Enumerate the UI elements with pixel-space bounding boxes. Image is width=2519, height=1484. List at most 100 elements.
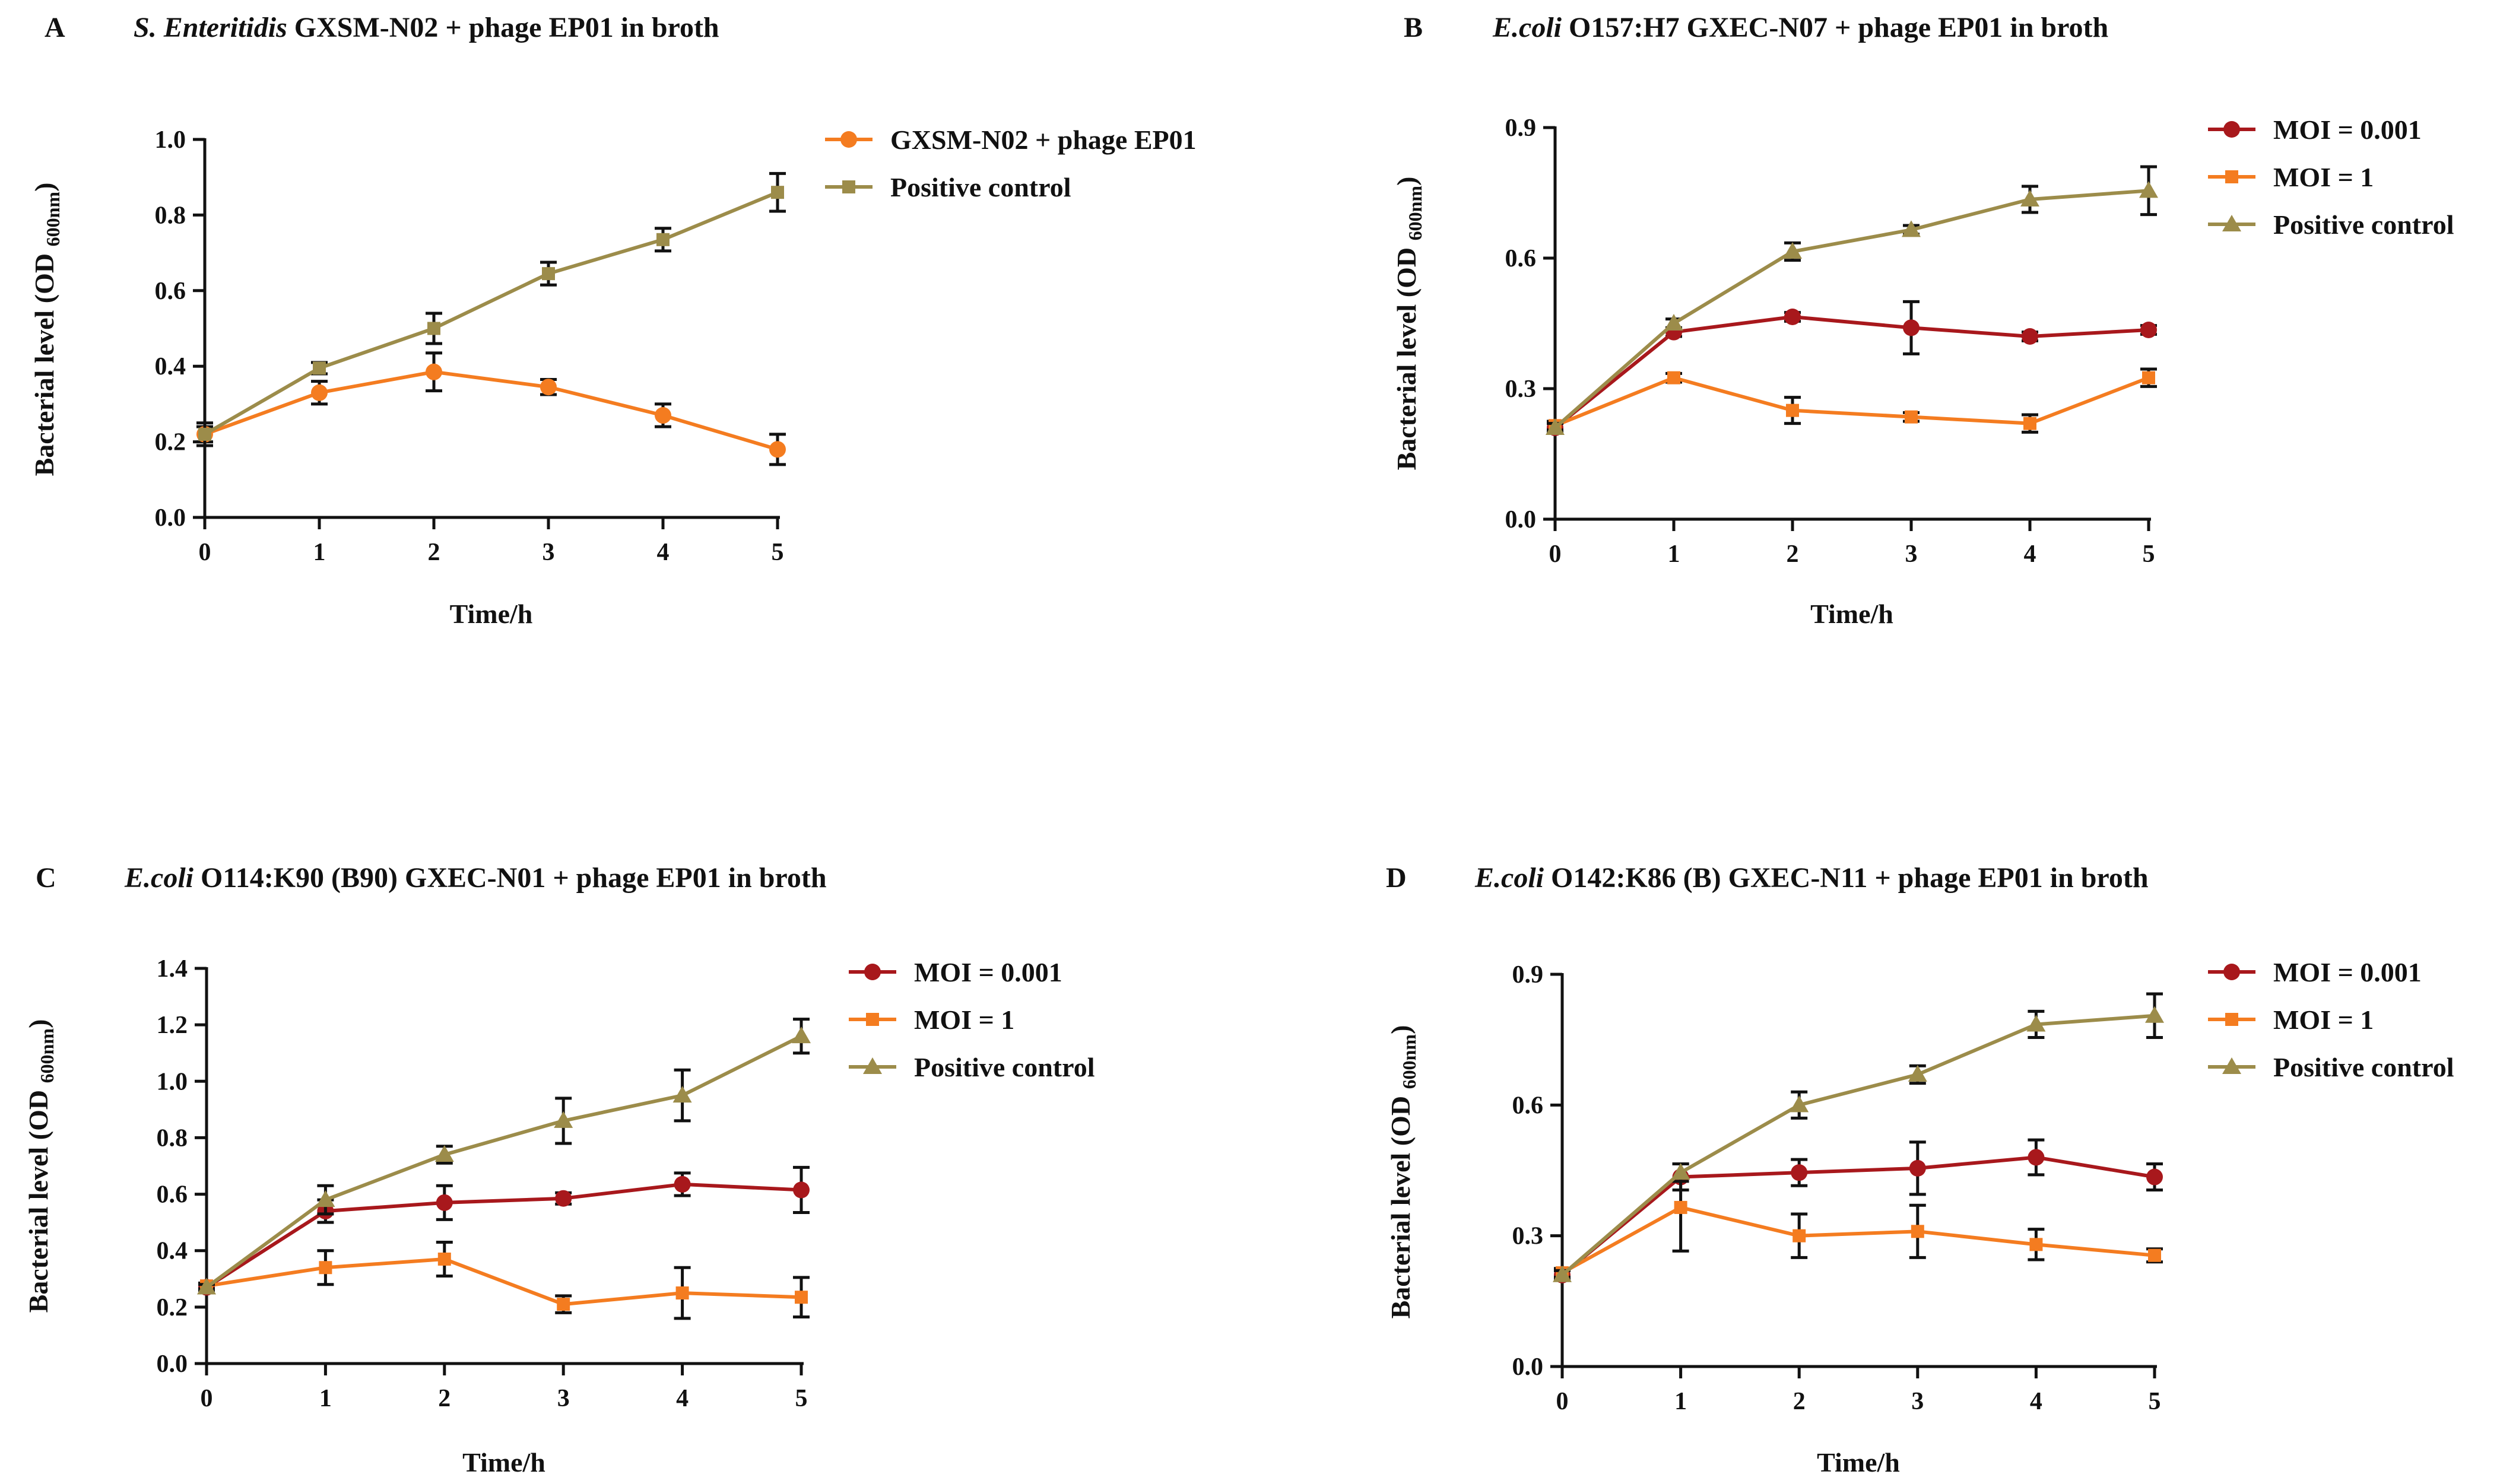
panel-b: B E.coli O157:H7 GXEC-N07 + phage EP01 in…: [1391, 12, 2454, 629]
panel-a: A S. Enteritidis GXSM-N02 + phage EP01 in…: [29, 12, 1197, 629]
panel-d-y-tick-label: 0.9: [1512, 961, 1544, 989]
panel-d-data-point: [2026, 1015, 2046, 1032]
panel-c-x-tick-label: 4: [676, 1385, 689, 1412]
panel-a-title-text: GXSM-N02 + phage EP01 in broth: [287, 12, 719, 43]
panel-a-y-tick-label: 0.0: [155, 504, 186, 532]
panel-d-y-tick-label: 0.6: [1512, 1092, 1544, 1119]
panel-d-y-tick-label: 0.3: [1512, 1223, 1544, 1250]
panel-a-x-tick-label: 5: [772, 539, 784, 566]
panel-c-data-point: [555, 1190, 572, 1207]
panel-c-legend-label: MOI = 0.001: [914, 957, 1062, 987]
panel-b-x-tick-label: 5: [2143, 541, 2155, 568]
panel-c-series-line: [205, 1034, 802, 1289]
panel-b-data-point: [2023, 417, 2036, 430]
panel-c-x-tick-label: 0: [201, 1385, 213, 1412]
panel-a-data-point: [655, 407, 671, 424]
panel-d-data-point: [2145, 1006, 2164, 1023]
panel-a-y-tick-label: 0.4: [155, 353, 186, 380]
panel-b-series-line: [1554, 315, 2149, 430]
panel-c-y-axis-label-sub: 600nm: [36, 1028, 58, 1083]
panel-b-legend-label: MOI = 1: [2273, 162, 2374, 192]
panel-d-data-point: [1909, 1159, 1926, 1177]
panel-d-x-tick-label: 1: [1674, 1388, 1687, 1415]
panel-a-data-point: [311, 384, 328, 401]
panel-c-x-tick-label: 2: [438, 1385, 450, 1412]
panel-a-data-point: [542, 267, 555, 281]
panel-a-series-2: [196, 171, 786, 447]
panel-a-data-point: [426, 363, 442, 380]
panel-c-data-point: [675, 1286, 689, 1300]
panel-c-series-2: [198, 1240, 810, 1320]
panel-d-data-point: [1908, 1064, 1927, 1082]
panel-a-title-species: S. Enteritidis: [134, 12, 287, 43]
panel-c-y-tick-label: 0.4: [157, 1238, 188, 1265]
panel-b-data-point: [2020, 190, 2039, 206]
panel-c-title-text: O114:K90 (B90) GXEC-N01 + phage EP01 in …: [193, 862, 827, 894]
panel-d-title-text: O142:K86 (B) GXEC-N11 + phage EP01 in br…: [1544, 862, 2149, 894]
panel-a-x-tick-label: 4: [657, 539, 670, 566]
panel-c-data-point: [672, 1086, 692, 1103]
panel-b-data-point: [2022, 328, 2038, 345]
panel-d-x-tick-label: 0: [1556, 1388, 1569, 1415]
panel-c-title-species: E.coli: [124, 862, 194, 894]
panel-c-data-point: [434, 1145, 454, 1162]
panel-a-y-axis-label-main: Bacterial level (OD: [29, 246, 59, 476]
panel-d-legend-label: MOI = 0.001: [2273, 957, 2422, 987]
panel-c-data-point: [554, 1111, 573, 1128]
panel-d-data-point: [2148, 1248, 2161, 1262]
panel-b-x-tick-label: 2: [1787, 541, 1799, 568]
panel-b-title: E.coli O157:H7 GXEC-N07 + phage EP01 in …: [1492, 12, 2108, 43]
panel-a-series-line: [204, 370, 778, 452]
panel-b-legend-label: Positive control: [2273, 209, 2454, 240]
panel-c-data-point: [795, 1291, 808, 1304]
panel-d-title: E.coli O142:K86 (B) GXEC-N11 + phage EP0…: [1474, 862, 2149, 894]
panel-c-data-point: [437, 1252, 451, 1266]
panel-c-x-tick-label: 3: [557, 1385, 570, 1412]
panel-c-legend-marker: [864, 964, 881, 980]
panel-a-x-axis-label: Time/h: [450, 599, 533, 629]
panel-a-letter: A: [45, 12, 65, 43]
panel-b-series-1: [1547, 300, 2157, 436]
panel-d-x-axis-label: Time/h: [1817, 1447, 1900, 1477]
panel-c-legend-marker: [866, 1013, 879, 1026]
panel-b-data-point: [1783, 242, 1802, 259]
panel-b-y-axis-label-main: Bacterial level (OD: [1391, 240, 1422, 470]
panel-d-legend-marker: [2225, 1013, 2238, 1026]
panel-a-data-point: [769, 441, 786, 458]
panel-d-data-point: [1911, 1225, 1924, 1238]
panel-d-y-axis-label-main: Bacterial level (OD: [1385, 1089, 1416, 1318]
panel-d-series-2: [1554, 1162, 2163, 1280]
panel-a-x-tick-label: 0: [199, 539, 211, 566]
panel-c-y-tick-label: 0.0: [157, 1350, 188, 1378]
panel-d-title-species: E.coli: [1474, 862, 1544, 894]
panel-d-legend-marker: [2223, 964, 2240, 980]
panel-d: D E.coli O142:K86 (B) GXEC-N11 + phage EP…: [1385, 862, 2454, 1477]
panel-a-y-axis-label-close: ): [29, 183, 59, 192]
panel-b-legend-label: MOI = 0.001: [2273, 115, 2422, 145]
panel-a-legend-marker: [842, 180, 855, 193]
panel-d-series-1: [1554, 1138, 2163, 1283]
panel-b-data-point: [1786, 403, 1799, 417]
panel-c-x-tick-label: 1: [319, 1385, 332, 1412]
panel-a-y-axis-label: Bacterial level (OD 600nm): [29, 183, 64, 476]
panel-a-y-tick-label: 0.8: [155, 202, 186, 229]
panel-c-y-axis-label-main: Bacterial level (OD: [23, 1083, 53, 1313]
panel-d-data-point: [2029, 1238, 2043, 1251]
panel-b-title-text: O157:H7 GXEC-N07 + phage EP01 in broth: [1562, 12, 2108, 43]
panel-c-data-point: [319, 1261, 332, 1275]
panel-d-x-tick-label: 3: [1911, 1388, 1924, 1415]
panel-d-data-point: [1790, 1095, 1809, 1113]
panel-a-title: S. Enteritidis GXSM-N02 + phage EP01 in …: [134, 12, 719, 43]
panel-c-series-3: [197, 1018, 811, 1295]
panel-c-letter: C: [36, 862, 56, 894]
panel-a-series-1: [196, 351, 786, 466]
panel-d-y-axis-label: Bacterial level (OD 600nm): [1385, 1025, 1420, 1319]
panel-c-legend-label: Positive control: [914, 1052, 1094, 1082]
panel-b-data-point: [2140, 322, 2157, 338]
panel-d-x-tick-label: 5: [2149, 1388, 2161, 1415]
panel-b-y-axis-label: Bacterial level (OD 600nm): [1391, 177, 1426, 471]
panel-c-y-tick-label: 0.6: [157, 1181, 188, 1209]
panel-d-y-axis-label-close: ): [1385, 1025, 1416, 1034]
panel-b-data-point: [2139, 181, 2158, 198]
